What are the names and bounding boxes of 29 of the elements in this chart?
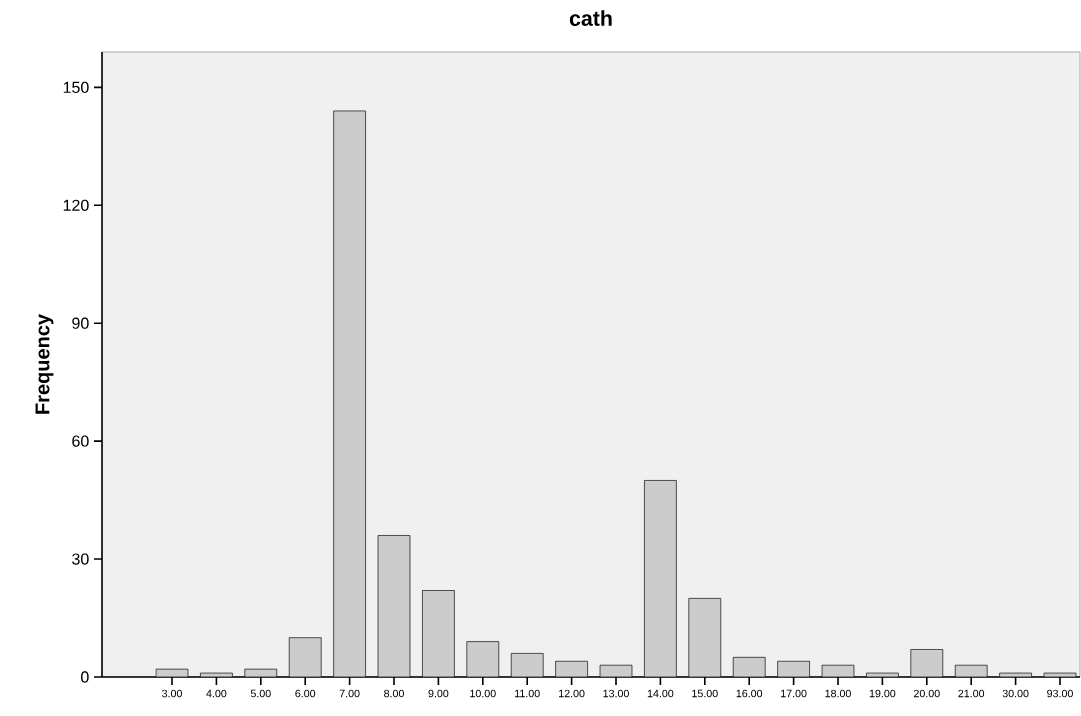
chart-title: cath <box>569 10 612 26</box>
y-tick-label: 120 <box>63 199 89 211</box>
x-tick-label: 19.00 <box>869 689 896 698</box>
x-tick-label: 9.00 <box>428 689 449 698</box>
x-tick-label: 14.00 <box>647 689 674 698</box>
x-tick-label: 8.00 <box>384 689 404 698</box>
x-tick-label: 16.00 <box>736 689 763 698</box>
x-tick-label: 11.00 <box>515 689 540 698</box>
x-tick-label: 15.00 <box>692 689 718 698</box>
y-tick-label: 60 <box>72 435 89 447</box>
x-tick-label: 6.00 <box>295 689 316 698</box>
x-tick-label: 10.00 <box>470 689 496 698</box>
y-tick-label: 0 <box>81 671 89 683</box>
x-tick-label: 3.00 <box>162 689 182 698</box>
x-tick-label: 5.00 <box>250 689 271 698</box>
y-axis-title: Frequency <box>35 314 54 414</box>
x-tick-label: 20.00 <box>914 689 940 698</box>
x-tick-label: 17.00 <box>781 689 807 698</box>
x-tick-label: 7.00 <box>339 689 360 698</box>
x-tick-label: 4.00 <box>206 689 227 698</box>
x-tick-label: 93.00 <box>1047 689 1073 698</box>
x-tick-label: 12.00 <box>559 689 585 698</box>
y-tick-label: 30 <box>72 553 89 565</box>
x-tick-label: 13.00 <box>603 689 629 698</box>
x-tick-label: 30.00 <box>1002 689 1029 698</box>
x-tick-label: 18.00 <box>825 689 851 698</box>
x-tick-label: 21.00 <box>958 689 985 698</box>
y-tick-label: 90 <box>72 317 89 329</box>
y-tick-label: 150 <box>63 81 89 94</box>
